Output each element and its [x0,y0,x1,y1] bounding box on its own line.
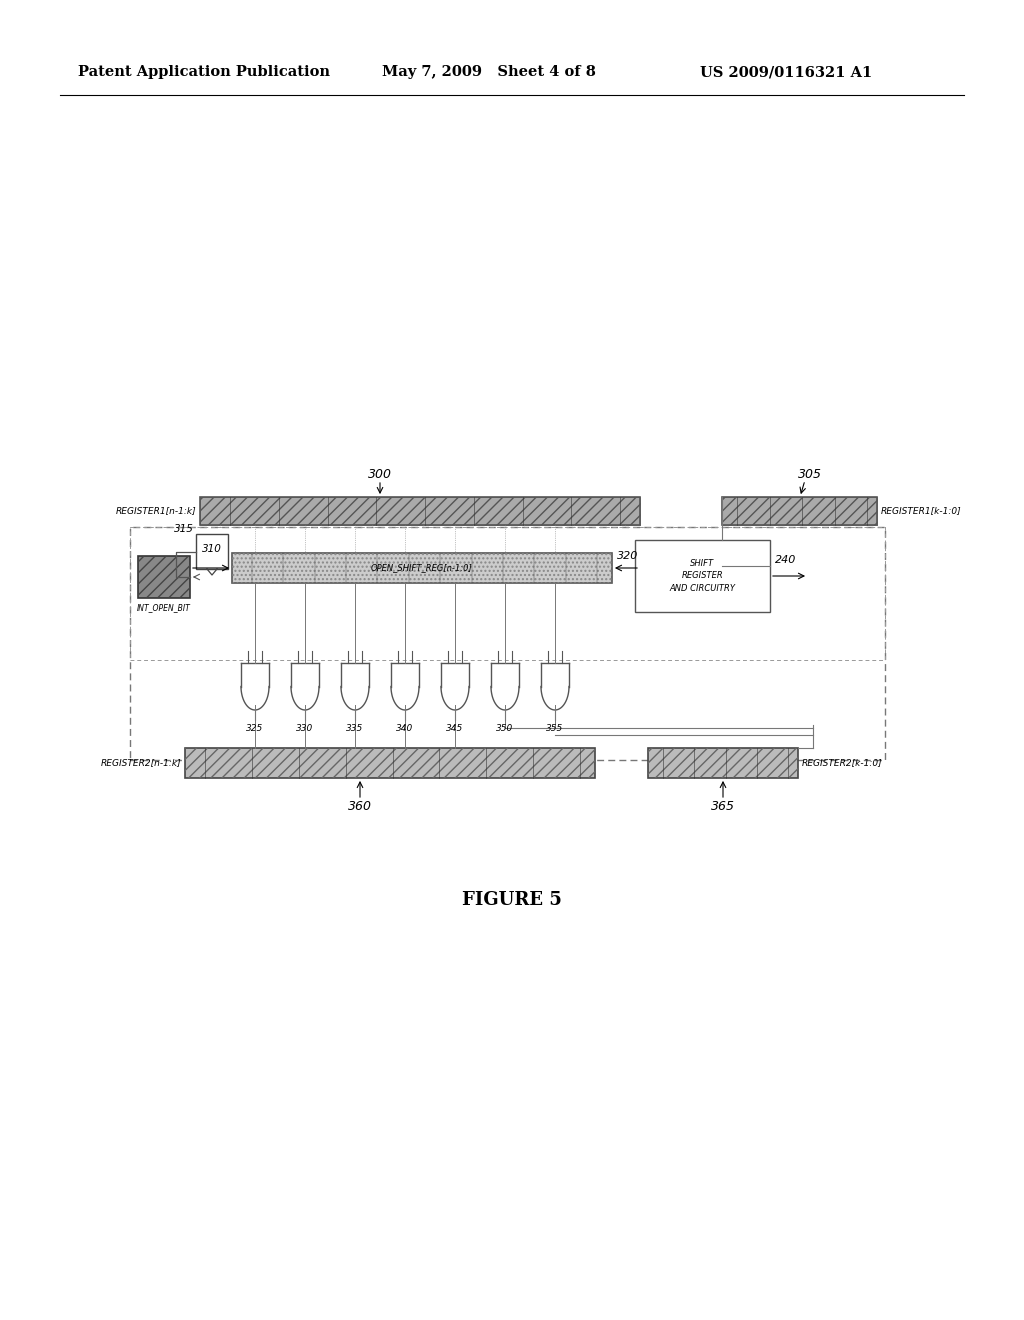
Text: 330: 330 [296,723,313,733]
Bar [138,556,190,598]
Bar [200,498,640,525]
Text: 365: 365 [711,800,735,813]
Text: 305: 305 [798,469,822,482]
Text: REGISTER1[n-1:k]: REGISTER1[n-1:k] [116,507,196,516]
Text: OPEN_SHIFT_REG[n-1:0]: OPEN_SHIFT_REG[n-1:0] [371,564,473,573]
Bar [635,540,770,612]
Text: 300: 300 [368,469,392,482]
Text: 340: 340 [396,723,414,733]
Text: May 7, 2009   Sheet 4 of 8: May 7, 2009 Sheet 4 of 8 [382,65,596,79]
Bar [722,498,877,525]
Text: Patent Application Publication: Patent Application Publication [78,65,330,79]
Bar [130,527,885,760]
Bar [185,748,595,777]
Text: 345: 345 [446,723,464,733]
Bar [232,553,612,583]
Text: 325: 325 [247,723,263,733]
Text: FIGURE 5: FIGURE 5 [462,891,562,909]
Text: 360: 360 [348,800,372,813]
Text: 240: 240 [775,554,797,565]
Text: 310: 310 [202,544,222,553]
Text: US 2009/0116321 A1: US 2009/0116321 A1 [700,65,872,79]
Bar [232,553,612,583]
Text: 335: 335 [346,723,364,733]
Text: REGISTER1[k-1:0]: REGISTER1[k-1:0] [881,507,962,516]
Text: 355: 355 [547,723,563,733]
Bar [130,527,885,660]
Bar [138,556,190,598]
Text: 350: 350 [497,723,514,733]
Bar [200,498,640,525]
Text: REGISTER2[n-1:k]: REGISTER2[n-1:k] [100,759,181,767]
Bar [722,498,877,525]
Text: SHIFT
REGISTER
AND CIRCUITRY: SHIFT REGISTER AND CIRCUITRY [670,558,735,593]
Text: REGISTER2[k-1:0]: REGISTER2[k-1:0] [802,759,883,767]
Text: 315: 315 [174,524,194,535]
Bar [185,748,595,777]
Bar [196,535,228,569]
Bar [648,748,798,777]
Text: INT_OPEN_BIT: INT_OPEN_BIT [137,603,190,612]
Text: 320: 320 [617,550,638,561]
Bar [648,748,798,777]
